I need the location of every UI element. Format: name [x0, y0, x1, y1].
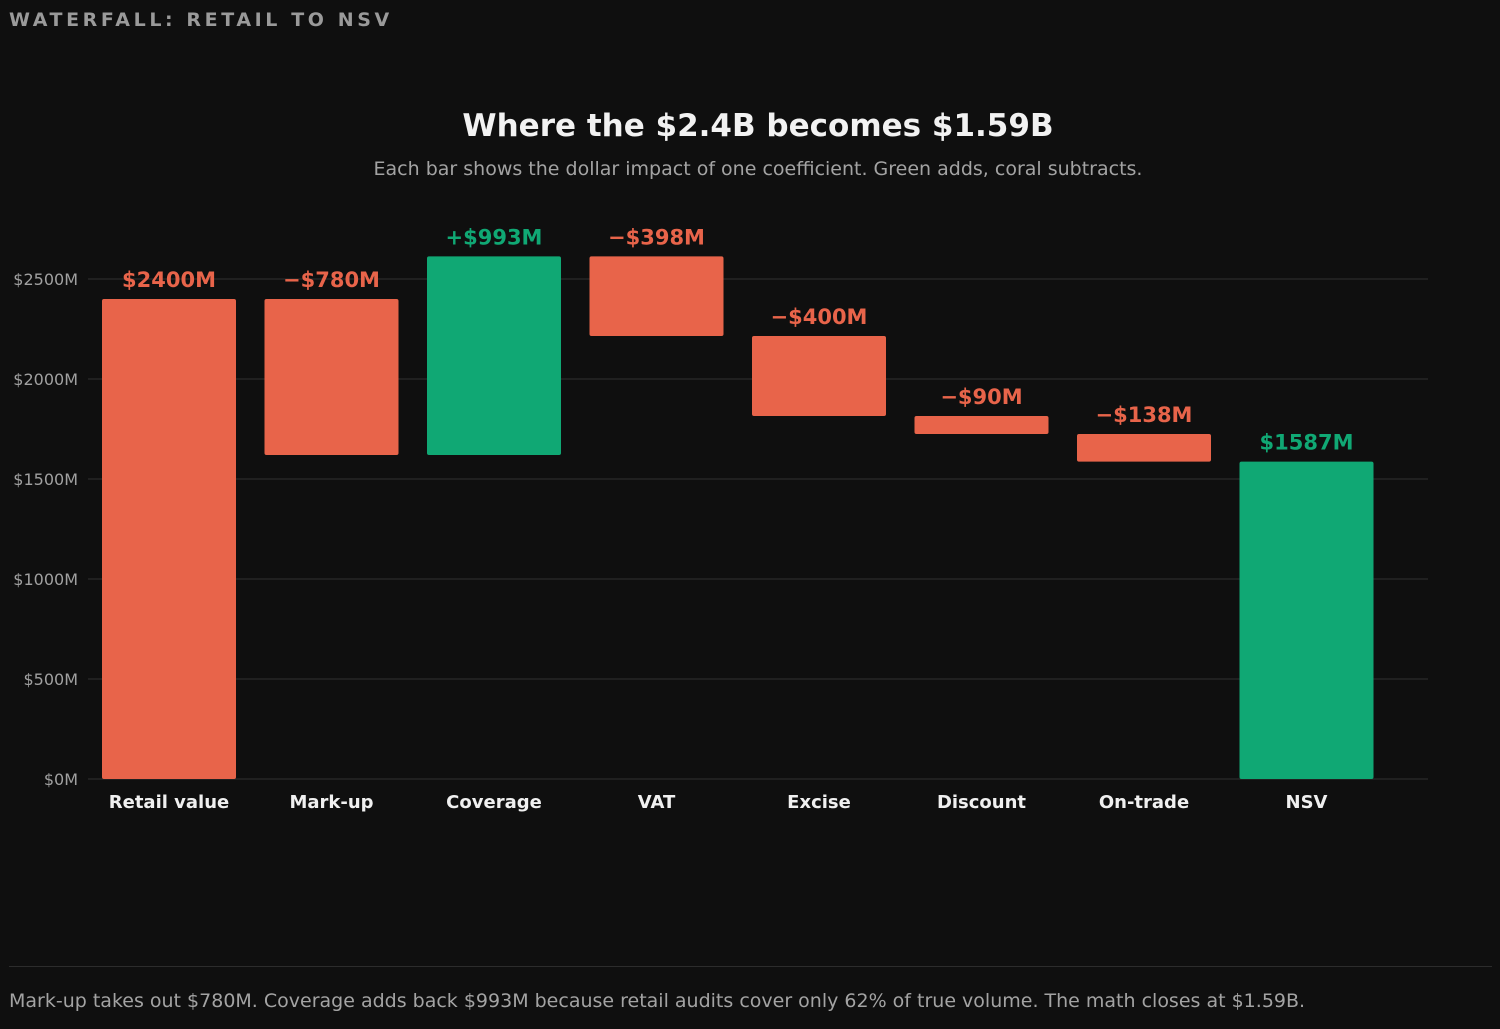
footer-note: Mark-up takes out $780M. Coverage adds b…	[9, 990, 1306, 1012]
bar-value-label: $2400M	[122, 268, 216, 292]
x-category-label: Excise	[787, 792, 851, 813]
bar	[427, 256, 561, 455]
x-category-label: Coverage	[446, 792, 542, 813]
bar	[102, 299, 236, 779]
x-axis-categories: Retail value Mark-up Coverage VAT Excise Disc…	[109, 792, 1328, 813]
x-category-label: NSV	[1286, 792, 1328, 813]
bar	[914, 416, 1049, 434]
chart-subtitle: Each bar shows the dollar impact of one …	[373, 158, 1143, 180]
bar-value-label: −$398M	[608, 225, 705, 249]
y-tick-label: $500M	[23, 670, 78, 689]
bar-value-label: −$138M	[1096, 403, 1193, 427]
bar	[752, 336, 886, 416]
bar-value-label: $1587M	[1260, 431, 1354, 455]
value-labels: $2400M −$780M +$993M −$398M −$400M −$90M −$138…	[122, 225, 1353, 454]
bar	[264, 299, 399, 455]
y-tick-label: $2000M	[13, 370, 78, 389]
waterfall-chart: $0M $500M $1000M $1500M $2000M $2500M $2400M −…	[13, 225, 1428, 813]
grid-layer	[88, 278, 1428, 780]
chart-title: Where the $2.4B becomes $1.59B	[462, 108, 1054, 144]
x-category-label: Retail value	[109, 792, 230, 813]
footer-divider	[9, 966, 1492, 967]
bar	[1239, 461, 1374, 779]
y-tick-label: $0M	[44, 770, 78, 789]
bar-value-label: −$780M	[283, 268, 380, 292]
section-label: WATERFALL: RETAIL TO NSV	[9, 9, 393, 31]
bar-value-label: +$993M	[446, 225, 543, 249]
bar-value-label: −$400M	[771, 305, 868, 329]
y-tick-label: $1000M	[13, 570, 78, 589]
bar-value-label: −$90M	[940, 385, 1022, 409]
bar	[589, 256, 724, 336]
bars	[102, 256, 1374, 779]
bar	[1077, 434, 1211, 462]
x-category-label: Discount	[937, 792, 1026, 813]
x-category-label: Mark-up	[289, 792, 373, 813]
x-category-label: VAT	[638, 792, 676, 813]
y-tick-label: $2500M	[13, 270, 78, 289]
y-axis-ticks: $0M $500M $1000M $1500M $2000M $2500M	[13, 270, 78, 789]
y-tick-label: $1500M	[13, 470, 78, 489]
x-category-label: On-trade	[1099, 792, 1189, 813]
